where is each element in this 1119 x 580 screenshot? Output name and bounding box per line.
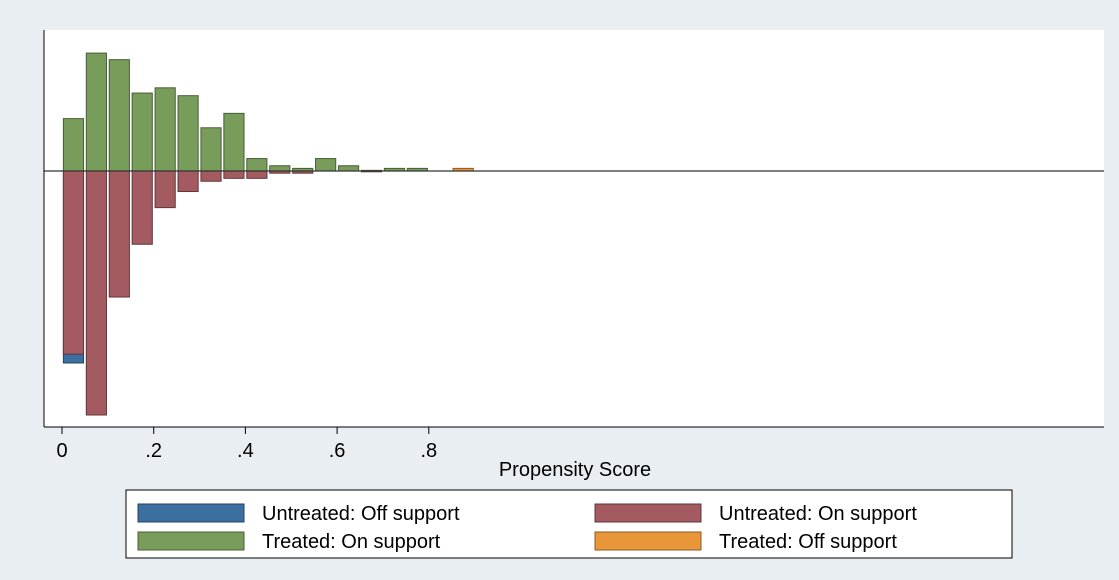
bar-treated-on-support-0: [62, 118, 85, 172]
bar-untreated-on-support-2: [108, 170, 130, 298]
bar-treated-on-support-7: [223, 112, 245, 172]
legend-label-treated-on-support: Treated: On support: [262, 531, 441, 553]
legend-swatch-treated-off-support: [594, 531, 702, 551]
legend-label-untreated-on-support: Untreated: On support: [719, 503, 917, 525]
x-tick-label-1: .2: [145, 440, 162, 462]
legend-swatch-untreated-off-support: [137, 503, 245, 523]
x-ticks-group: 0 .2 .4 .6 .8: [56, 427, 437, 462]
bar-treated-on-support-12: [337, 165, 360, 172]
bar-treated-on-support-6: [200, 127, 222, 172]
legend-group: Untreated: Off support Untreated: On supp…: [137, 503, 917, 553]
legend-label-untreated-off-support: Untreated: Off support: [262, 503, 460, 525]
bar-untreated-on-support-7: [223, 170, 245, 179]
bar-treated-on-support-4: [154, 87, 176, 172]
bar-untreated-on-support-3: [131, 170, 153, 245]
bar-treated-on-support-8: [246, 158, 268, 172]
legend-label-treated-off-support: Treated: Off support: [719, 531, 897, 553]
bar-untreated-on-support-4: [154, 170, 176, 209]
bar-untreated-on-support-8: [246, 170, 268, 179]
plot-area: [44, 30, 1104, 427]
bar-untreated-on-support-0: [62, 170, 85, 355]
bar-treated-on-support-1: [85, 52, 107, 172]
bar-treated-on-support-11: [315, 158, 337, 172]
bar-treated-on-support-5: [177, 95, 199, 172]
x-axis-title: Propensity Score: [499, 459, 651, 481]
legend-swatch-untreated-on-support: [594, 503, 702, 523]
bar-untreated-on-support-1: [85, 170, 107, 416]
x-tick-label-4: .8: [420, 440, 437, 462]
x-tick-label-2: .4: [237, 440, 254, 462]
bars-group: [62, 52, 474, 416]
bar-treated-on-support-2: [108, 59, 130, 172]
x-tick-label-3: .6: [329, 440, 346, 462]
bar-untreated-on-support-5: [177, 170, 199, 193]
bar-treated-on-support-3: [131, 92, 153, 172]
legend-box: [125, 489, 1013, 559]
bar-treated-on-support-9: [269, 165, 291, 172]
legend-swatch-treated-on-support: [137, 531, 245, 551]
x-tick-label-0: 0: [56, 440, 67, 462]
bar-untreated-on-support-6: [200, 170, 222, 182]
